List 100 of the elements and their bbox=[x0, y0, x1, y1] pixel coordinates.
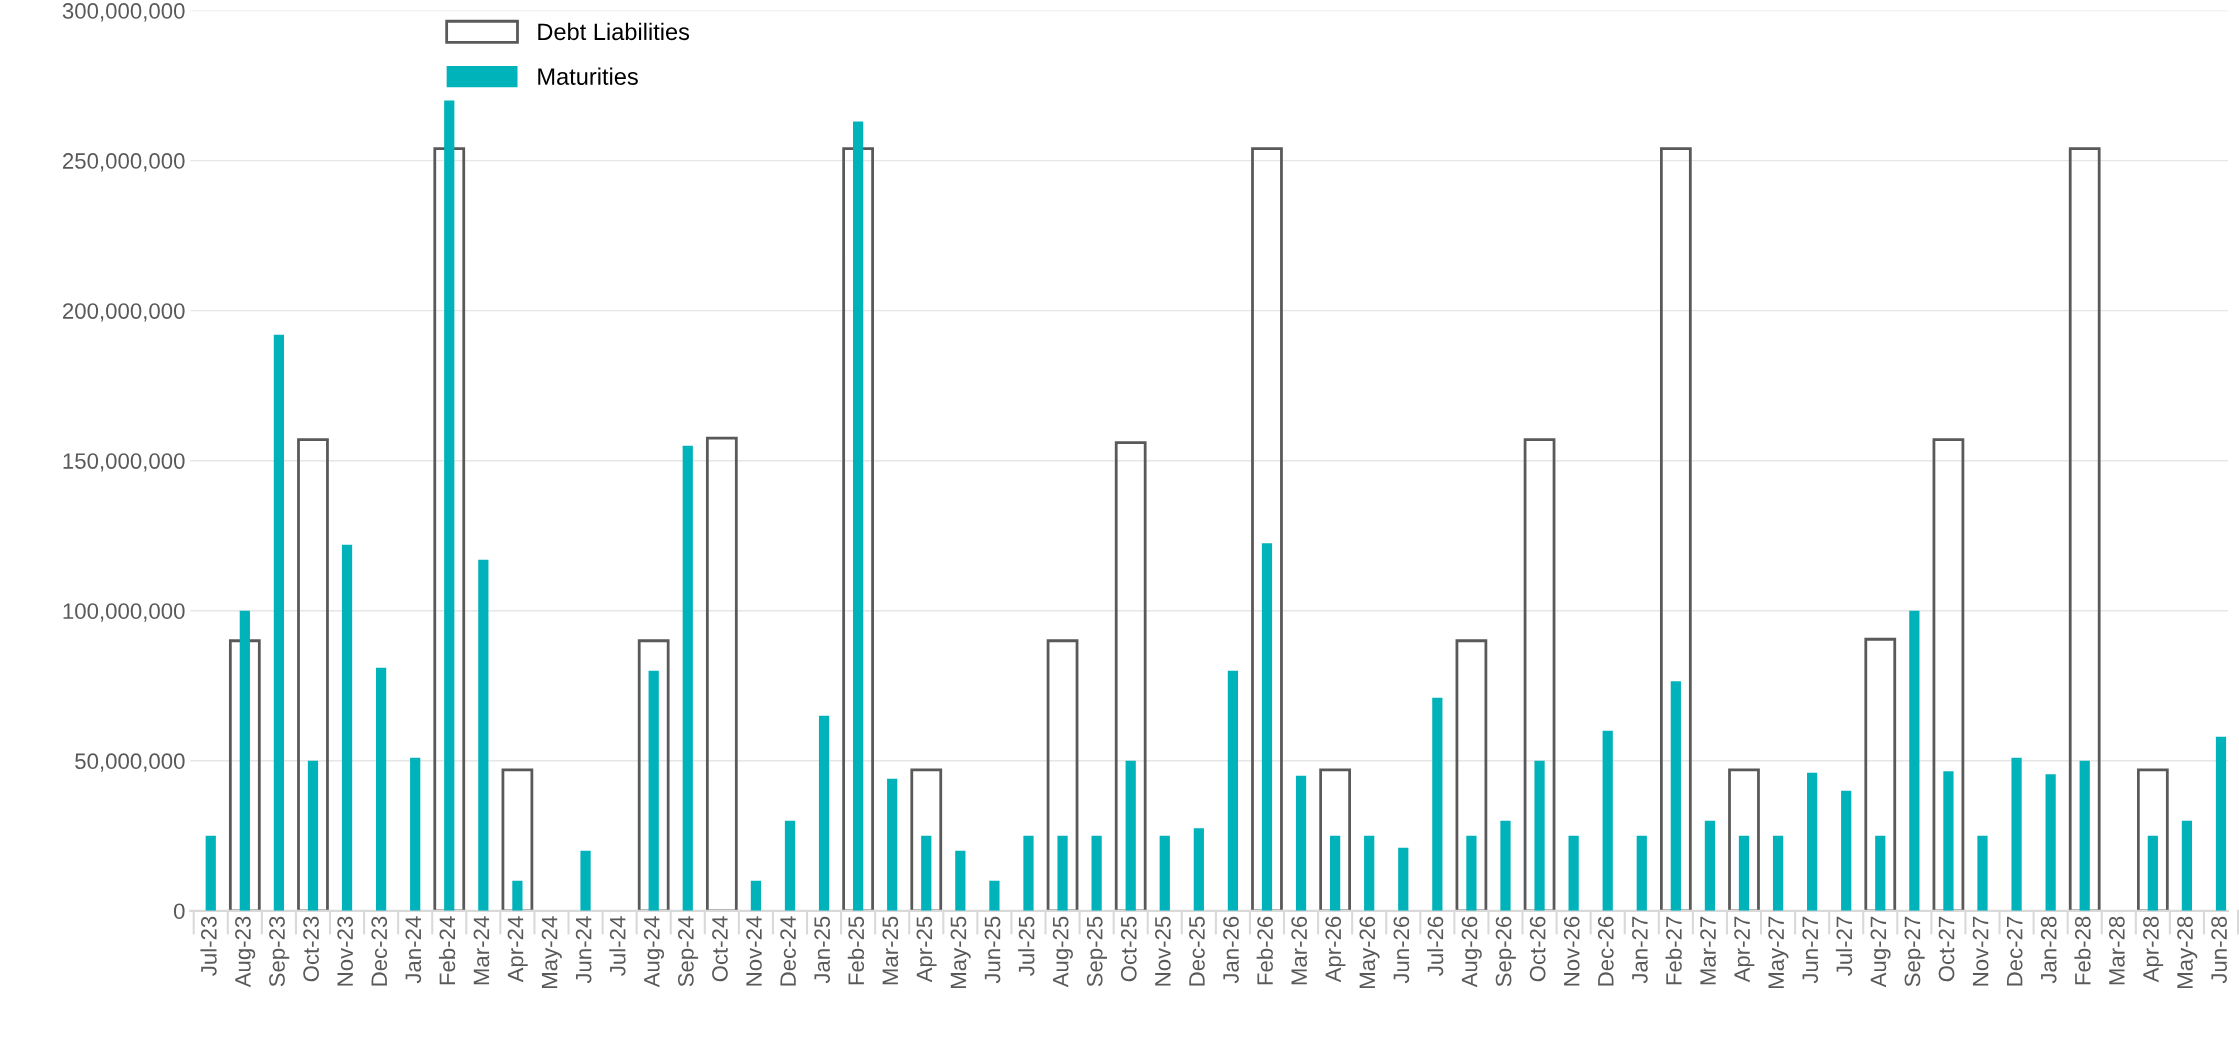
bar bbox=[1738, 835, 1750, 911]
bar bbox=[784, 820, 796, 911]
x-tick-label: Nov-25 bbox=[1155, 916, 1171, 986]
x-tick-label: May-28 bbox=[2177, 916, 2198, 988]
bar bbox=[1568, 835, 1579, 911]
x-tick-label: Jul-26 bbox=[1426, 916, 1444, 976]
x-tick-label: Mar-28 bbox=[2109, 916, 2125, 985]
bar bbox=[1251, 147, 1283, 911]
bar bbox=[512, 880, 523, 911]
bar bbox=[648, 670, 659, 911]
bar bbox=[1330, 835, 1341, 911]
x-tick-label: Oct-27 bbox=[1938, 916, 1955, 982]
bar bbox=[955, 850, 966, 911]
y-tick-label: 50,000,000 bbox=[75, 753, 185, 772]
x-tick-label: Jan-27 bbox=[1632, 916, 1648, 984]
bar bbox=[887, 778, 898, 911]
x-tick-label: Sep-25 bbox=[1086, 916, 1107, 987]
x-tick-label: Jun-25 bbox=[984, 916, 1001, 984]
x-tick-label: Apr-24 bbox=[507, 916, 528, 983]
bar bbox=[2215, 736, 2227, 911]
x-tick-label: Feb-27 bbox=[1665, 916, 1682, 985]
x-tick-label: May-24 bbox=[541, 916, 562, 988]
bar bbox=[682, 445, 693, 911]
x-tick-label: Jan-26 bbox=[1223, 916, 1239, 984]
bar bbox=[1534, 760, 1545, 911]
bar bbox=[228, 639, 261, 911]
y-tick-label: 200,000,000 bbox=[63, 303, 185, 322]
x-tick-label: Oct-25 bbox=[1120, 916, 1137, 982]
x-tick-label: Sep-23 bbox=[269, 916, 290, 987]
x-tick-label: Aug-23 bbox=[235, 916, 256, 988]
x-tick-label: Jun-27 bbox=[1802, 916, 1819, 984]
x-tick-label: Aug-25 bbox=[1052, 916, 1073, 988]
x-tick-label: Jun-26 bbox=[1393, 916, 1410, 984]
bar bbox=[410, 757, 421, 911]
bar bbox=[1670, 681, 1681, 911]
x-tick-label: Oct-26 bbox=[1529, 916, 1546, 982]
bar bbox=[1602, 730, 1613, 911]
y-tick-label: 0 bbox=[173, 903, 185, 920]
bar bbox=[376, 667, 387, 911]
bar bbox=[1659, 147, 1692, 911]
x-tick-label: Nov-24 bbox=[746, 916, 762, 986]
bar bbox=[910, 768, 943, 911]
x-tick-label: Mar-25 bbox=[882, 916, 899, 985]
x-tick-label: May-27 bbox=[1768, 916, 1789, 988]
x-tick-label: Apr-28 bbox=[2143, 916, 2164, 983]
bar bbox=[1114, 441, 1147, 911]
bar bbox=[307, 760, 319, 911]
x-tick-label: Dec-26 bbox=[1597, 916, 1614, 986]
legend-label: Debt Liabilities bbox=[538, 22, 690, 41]
x-tick-label: Jan-24 bbox=[405, 916, 422, 984]
x-tick-label: Oct-24 bbox=[712, 916, 728, 982]
x-tick-label: Nov-26 bbox=[1563, 916, 1580, 986]
bar bbox=[1091, 835, 1102, 911]
bar bbox=[1728, 768, 1760, 911]
legend-label: Maturities bbox=[538, 67, 638, 85]
x-tick-label: Jul-27 bbox=[1835, 916, 1853, 976]
bar bbox=[705, 436, 738, 911]
bar bbox=[478, 559, 489, 911]
bar bbox=[1159, 835, 1170, 911]
bar bbox=[1046, 639, 1079, 911]
x-tick-label: Dec-24 bbox=[780, 916, 796, 986]
bar bbox=[1057, 835, 1068, 911]
bar bbox=[818, 715, 830, 911]
x-tick-label: Mar-26 bbox=[1291, 916, 1308, 985]
bar bbox=[1466, 835, 1477, 911]
bar bbox=[273, 334, 285, 911]
bar bbox=[1364, 835, 1375, 911]
bar bbox=[1227, 670, 1239, 911]
bar bbox=[239, 610, 250, 911]
bar bbox=[1841, 790, 1852, 911]
bar bbox=[1636, 835, 1647, 911]
x-tick-label: Jan-25 bbox=[814, 916, 831, 984]
bar bbox=[1977, 835, 1988, 911]
x-tick-label: Nov-23 bbox=[337, 916, 354, 986]
y-tick-label: 100,000,000 bbox=[63, 603, 185, 622]
bar bbox=[444, 100, 455, 911]
x-tick-label: Jul-25 bbox=[1018, 916, 1035, 976]
x-tick-label: Feb-24 bbox=[438, 916, 456, 985]
bar bbox=[921, 835, 932, 911]
x-tick-label: Aug-27 bbox=[1870, 916, 1891, 988]
bar bbox=[1125, 760, 1136, 911]
x-tick-label: Apr-25 bbox=[916, 916, 937, 983]
x-tick-label: Nov-27 bbox=[1972, 916, 1989, 986]
bar bbox=[842, 147, 874, 911]
x-tick-label: Sep-24 bbox=[677, 916, 699, 987]
x-tick-label: May-26 bbox=[1359, 916, 1380, 988]
bar bbox=[1523, 438, 1556, 911]
bar bbox=[1909, 610, 1920, 911]
y-tick-label: 150,000,000 bbox=[63, 453, 185, 472]
x-tick-label: Jul-23 bbox=[200, 916, 217, 976]
bar bbox=[2011, 757, 2022, 911]
x-tick-label: Dec-25 bbox=[1189, 916, 1205, 986]
bar bbox=[2181, 820, 2193, 911]
bar bbox=[1500, 820, 1511, 911]
x-tick-label: May-25 bbox=[950, 916, 971, 988]
bar bbox=[341, 544, 353, 911]
bar bbox=[1193, 828, 1204, 911]
bar bbox=[1295, 775, 1307, 911]
bar bbox=[989, 880, 1000, 911]
bar bbox=[2068, 147, 2101, 911]
